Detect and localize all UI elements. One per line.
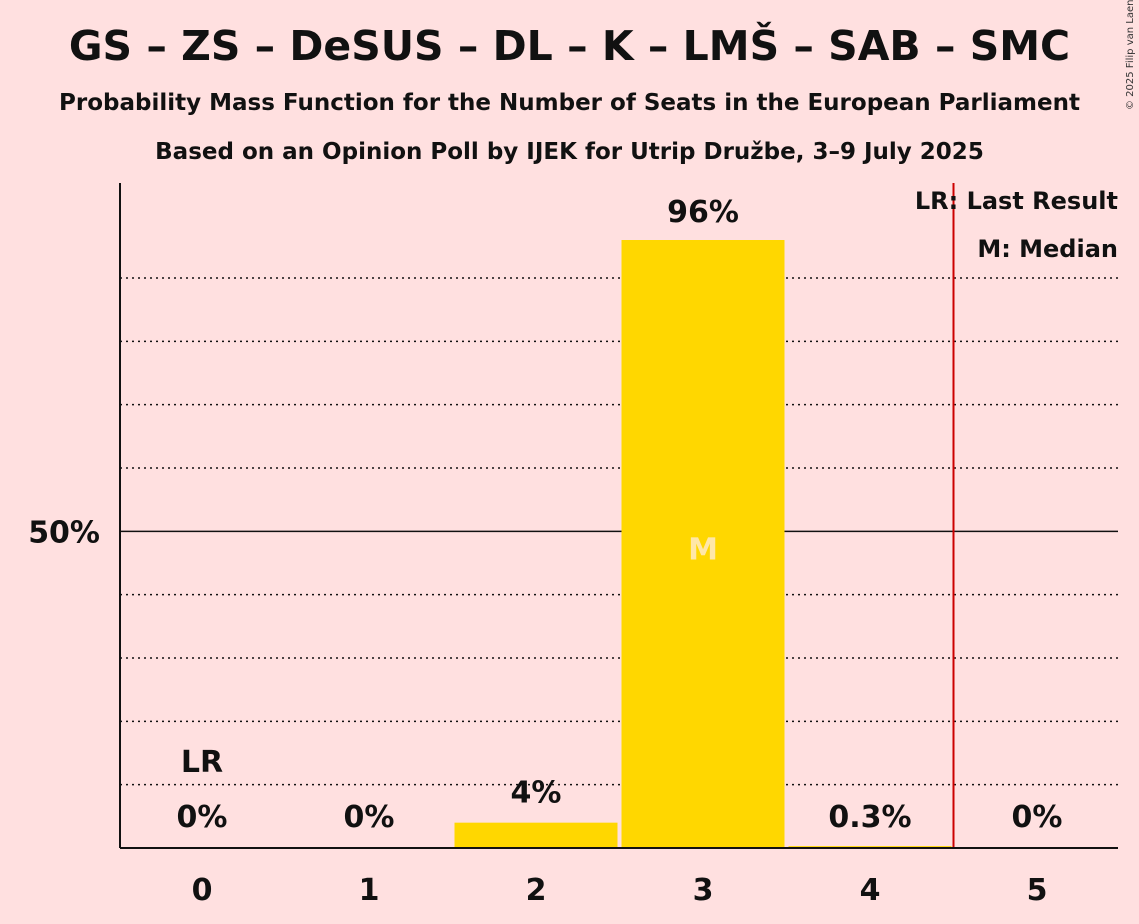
x-tick-label-0: 0 [192, 873, 213, 908]
bar-seat-2 [454, 822, 618, 848]
value-label-seat-3: 96% [667, 195, 739, 230]
last-result-marker: LR [181, 745, 223, 780]
x-tick-label-4: 4 [860, 873, 881, 908]
x-tick-label-5: 5 [1027, 873, 1048, 908]
chart-subtitle: Probability Mass Function for the Number… [59, 90, 1080, 116]
x-tick-label-1: 1 [359, 873, 380, 908]
value-label-seat-1: 0% [344, 800, 395, 835]
value-label-seat-5: 0% [1012, 800, 1063, 835]
bar-seat-3 [621, 240, 785, 848]
median-marker: M [688, 532, 718, 567]
value-label-seat-4: 0.3% [828, 800, 911, 835]
bar-value-labels: 0% 0% 4% 96% 0.3% 0% LR [177, 195, 1063, 835]
x-tick-label-3: 3 [693, 873, 714, 908]
bars: M [454, 240, 952, 848]
gridlines [120, 277, 1118, 786]
chart-title: GS – ZS – DeSUS – DL – K – LMŠ – SAB – S… [68, 22, 1071, 70]
chart-source-subtitle: Based on an Opinion Poll by IJEK for Utr… [155, 139, 984, 165]
value-label-seat-2: 4% [511, 776, 562, 811]
x-tick-label-2: 2 [526, 873, 547, 908]
y-tick-label-50: 50% [28, 515, 100, 550]
value-label-seat-0: 0% [177, 800, 228, 835]
x-tick-labels: 0 1 2 3 4 5 [192, 873, 1048, 908]
legend-last-result: LR: Last Result [915, 187, 1118, 215]
legend-median: M: Median [977, 235, 1118, 263]
